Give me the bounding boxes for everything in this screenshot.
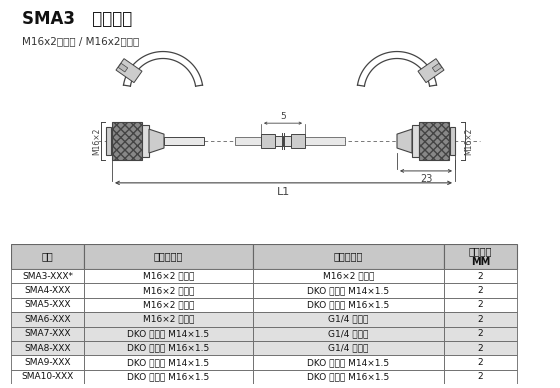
Bar (253, 327, 444, 341)
Polygon shape (432, 63, 442, 72)
Bar (412, 125, 419, 157)
Text: G1/4 内螺纹: G1/4 内螺纹 (328, 329, 368, 338)
Text: DKO 内螺纹 M14×1.5: DKO 内螺纹 M14×1.5 (127, 329, 209, 338)
Bar (11, 283, 84, 298)
Text: M16×2: M16×2 (464, 127, 474, 155)
Bar (11, 327, 84, 341)
Bar (11, 370, 84, 384)
Text: L1: L1 (277, 187, 290, 197)
Text: DKO 内螺纹 M16×1.5: DKO 内螺纹 M16×1.5 (307, 300, 390, 309)
Bar (11, 341, 84, 355)
Text: SMA9-XXX: SMA9-XXX (24, 358, 71, 367)
Bar (106, 127, 111, 155)
Text: G1/4 内螺纹: G1/4 内螺纹 (328, 344, 368, 353)
Text: 2: 2 (478, 272, 483, 281)
Bar (84, 327, 253, 341)
Text: 左接头形式: 左接头形式 (154, 252, 183, 262)
Bar (444, 244, 516, 269)
Text: DKO 内螺纹 M16×1.5: DKO 内螺纹 M16×1.5 (307, 372, 390, 381)
Bar (283, 136, 291, 146)
Bar (444, 327, 516, 341)
Bar (291, 134, 305, 148)
Bar (261, 134, 275, 148)
Polygon shape (418, 59, 444, 83)
Polygon shape (149, 129, 164, 153)
Text: 2: 2 (478, 315, 483, 324)
Bar (84, 355, 253, 370)
Text: M16×2 内螺纹: M16×2 内螺纹 (143, 286, 194, 295)
Text: 23: 23 (420, 174, 432, 184)
Polygon shape (118, 63, 128, 72)
Bar (253, 244, 444, 269)
Text: M16×2 内螺纹: M16×2 内螺纹 (143, 315, 194, 324)
Bar (11, 312, 84, 327)
Bar (253, 298, 444, 312)
Text: SMA8-XXX: SMA8-XXX (24, 344, 71, 353)
Text: M16x2内螺纹 / M16x2内螺纹: M16x2内螺纹 / M16x2内螺纹 (22, 36, 139, 46)
Bar (444, 341, 516, 355)
Bar (164, 137, 204, 145)
Text: DKO 内螺纹 M14×1.5: DKO 内螺纹 M14×1.5 (307, 286, 390, 295)
Bar (444, 283, 516, 298)
Text: DKO 内螺纹 M16×1.5: DKO 内螺纹 M16×1.5 (127, 372, 209, 381)
Bar (253, 355, 444, 370)
Polygon shape (116, 59, 142, 83)
Bar (11, 269, 84, 283)
Bar (444, 312, 516, 327)
Bar (84, 283, 253, 298)
Text: DKO 内螺纹 M14×1.5: DKO 内螺纹 M14×1.5 (127, 358, 209, 367)
Bar (84, 269, 253, 283)
Bar (275, 136, 283, 146)
Text: 2: 2 (478, 300, 483, 309)
Text: DKO 内螺纹 M16×1.5: DKO 内螺纹 M16×1.5 (127, 344, 209, 353)
Text: 2: 2 (478, 286, 483, 295)
Bar (11, 355, 84, 370)
Bar (444, 370, 516, 384)
Text: SMA5-XXX: SMA5-XXX (24, 300, 71, 309)
Text: 软管通径
MM: 软管通径 MM (469, 246, 492, 267)
Bar (84, 341, 253, 355)
Bar (84, 244, 253, 269)
Bar (84, 298, 253, 312)
Bar (112, 122, 142, 160)
Text: 2: 2 (478, 358, 483, 367)
Bar (419, 122, 449, 160)
Text: M16×2: M16×2 (92, 127, 101, 155)
Bar (444, 355, 516, 370)
Text: 右接头形式: 右接头形式 (334, 252, 363, 262)
Text: SMA3   测试软管: SMA3 测试软管 (22, 10, 132, 28)
Text: SMA4-XXX: SMA4-XXX (24, 286, 71, 295)
Bar (444, 298, 516, 312)
Text: M16×2 内螺纹: M16×2 内螺纹 (143, 272, 194, 281)
Bar (450, 127, 455, 155)
Text: SMA6-XXX: SMA6-XXX (24, 315, 71, 324)
Bar (84, 370, 253, 384)
Bar (253, 370, 444, 384)
Text: M16×2 内螺纹: M16×2 内螺纹 (323, 272, 374, 281)
Text: SMA10-XXX: SMA10-XXX (21, 372, 73, 381)
Bar (11, 298, 84, 312)
Bar (444, 269, 516, 283)
Text: DKO 内螺纹 M14×1.5: DKO 内螺纹 M14×1.5 (307, 358, 390, 367)
Text: 2: 2 (478, 329, 483, 338)
Text: 型号: 型号 (41, 252, 53, 262)
Text: M16×2 内螺纹: M16×2 内螺纹 (143, 300, 194, 309)
Bar (11, 244, 84, 269)
Text: SMA3-XXX*: SMA3-XXX* (22, 272, 73, 281)
Text: SMA7-XXX: SMA7-XXX (24, 329, 71, 338)
Bar (235, 137, 275, 145)
Bar (305, 137, 345, 145)
Text: 5: 5 (280, 112, 286, 121)
Bar (253, 269, 444, 283)
Bar (84, 312, 253, 327)
Bar (253, 283, 444, 298)
Bar (253, 341, 444, 355)
Bar (142, 125, 149, 157)
Polygon shape (397, 129, 412, 153)
Text: 2: 2 (478, 372, 483, 381)
Text: G1/4 内螺纹: G1/4 内螺纹 (328, 315, 368, 324)
Text: 2: 2 (478, 344, 483, 353)
Bar (253, 312, 444, 327)
